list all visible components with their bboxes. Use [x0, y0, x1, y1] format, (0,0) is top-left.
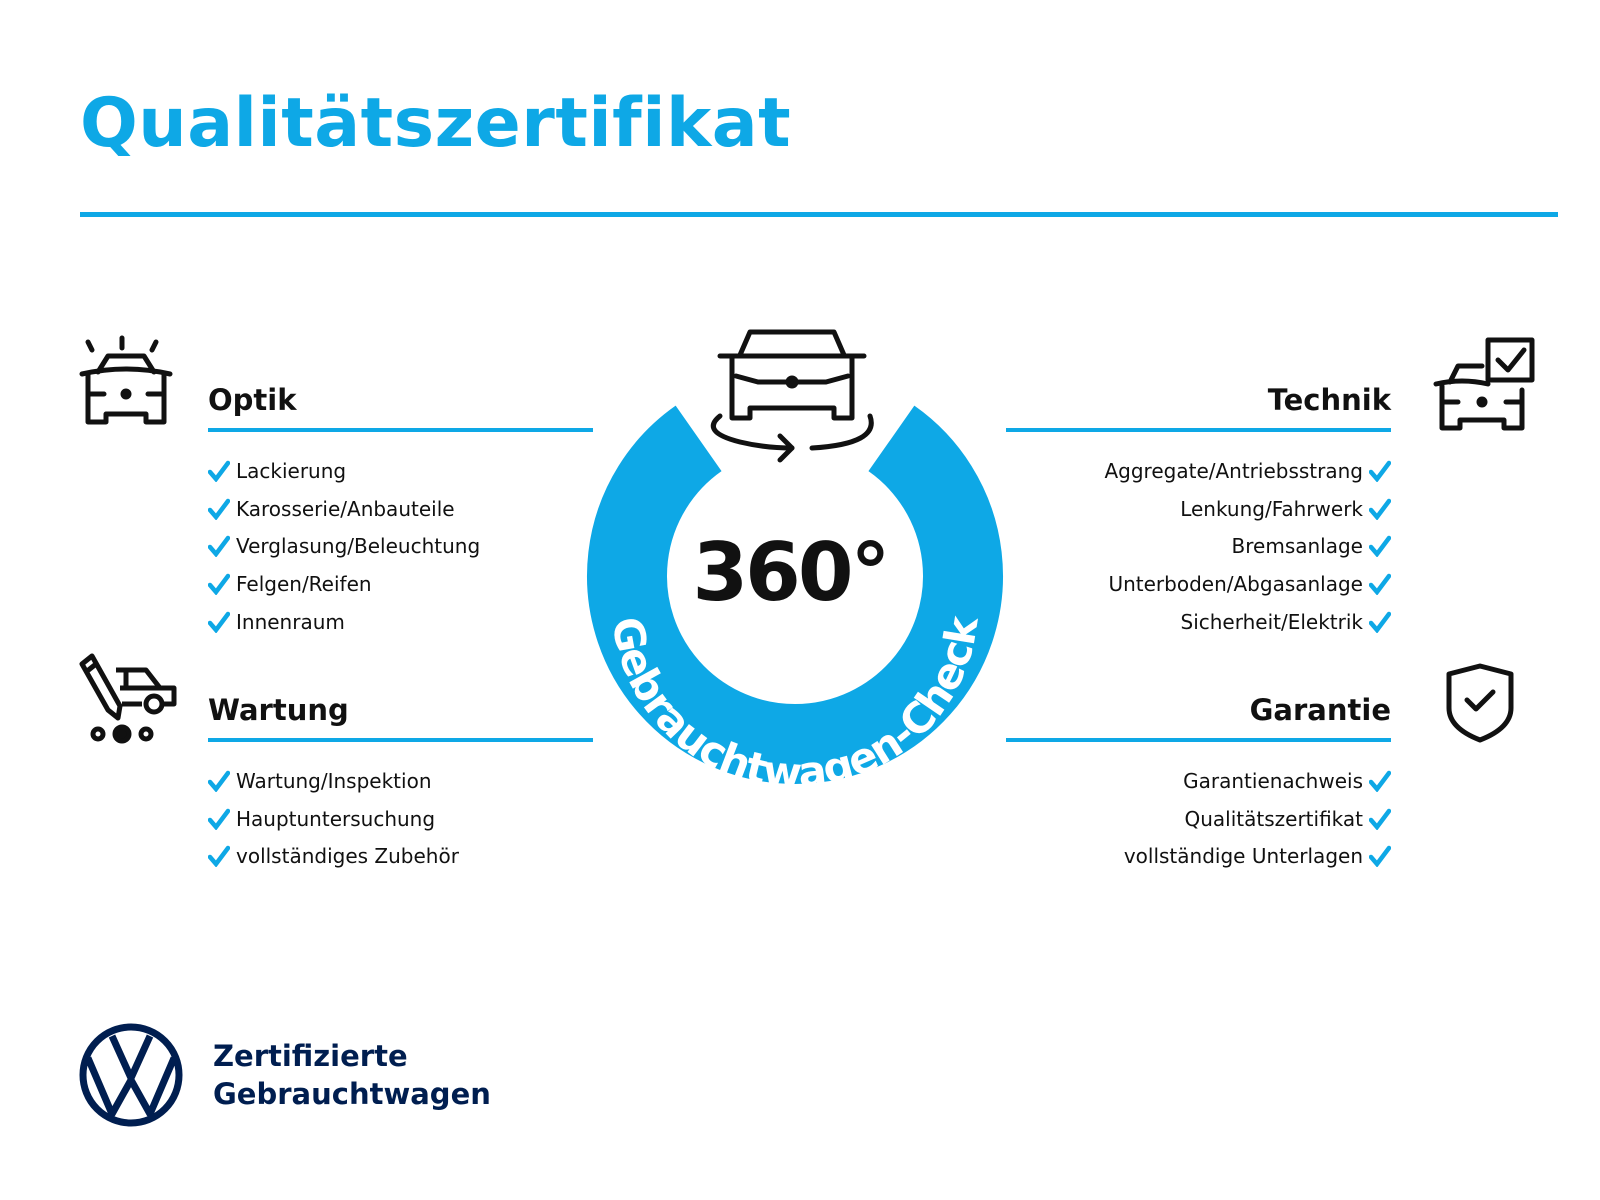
- badge-ring: [587, 405, 1003, 784]
- list-item: Hauptuntersuchung: [208, 800, 593, 838]
- checkmark-icon: [1369, 770, 1391, 792]
- van-service-icon: [79, 653, 177, 744]
- badge-degrees: 360°: [693, 526, 888, 619]
- list-item: Wartung/Inspektion: [208, 762, 593, 800]
- car-lights-icon: [79, 335, 173, 425]
- checkmark-icon: [1369, 611, 1391, 633]
- vw-logo: [79, 1023, 183, 1127]
- checkmark-icon: [1369, 535, 1391, 558]
- list-item: vollständige Unterlagen: [1006, 837, 1391, 875]
- checkmark-icon: [1369, 460, 1391, 482]
- checkmark-icon: [208, 611, 230, 633]
- list-item: Aggregate/Antriebsstrang: [1006, 452, 1391, 490]
- page-title: Qualitätszertifikat: [80, 84, 792, 163]
- 360-check-badge: Gebrauchtwagen-Check 360°: [587, 329, 1003, 790]
- list-item: Felgen/Reifen: [208, 565, 593, 603]
- section-technik: Technik Aggregate/Antriebsstrang Lenkung…: [1006, 380, 1391, 640]
- footer-line-1: Zertifizierte: [213, 1039, 408, 1073]
- section-wartung: Wartung Wartung/Inspektion Hauptuntersuc…: [208, 690, 593, 875]
- checkmark-icon: [208, 535, 230, 558]
- section-divider: [208, 428, 593, 432]
- section-divider: [1006, 738, 1391, 742]
- section-heading: Technik: [1267, 383, 1391, 417]
- list-item: vollständiges Zubehör: [208, 837, 593, 875]
- footer-line-2: Gebrauchtwagen: [213, 1077, 491, 1111]
- section-heading: Wartung: [208, 693, 349, 727]
- section-garantie: Garantie Garantienachweis Qualitätszerti…: [1006, 690, 1391, 875]
- section-heading: Optik: [208, 383, 297, 417]
- list-item: Lackierung: [208, 452, 593, 490]
- list-item: Garantienachweis: [1006, 762, 1391, 800]
- list-item: Karosserie/Anbauteile: [208, 490, 593, 528]
- title-divider: [80, 212, 1558, 217]
- shield-check-icon: [1446, 663, 1514, 743]
- section-heading: Garantie: [1249, 693, 1391, 727]
- checkmark-icon: [208, 770, 230, 792]
- footer-brand-text: Zertifizierte Gebrauchtwagen: [213, 1037, 491, 1113]
- section-optik: Optik Lackierung Karosserie/Anbauteile V…: [208, 380, 593, 640]
- section-divider: [208, 738, 593, 742]
- list-item: Lenkung/Fahrwerk: [1006, 490, 1391, 528]
- list-item: Bremsanlage: [1006, 527, 1391, 565]
- section-divider: [1006, 428, 1391, 432]
- checkmark-icon: [1369, 573, 1391, 595]
- checkmark-icon: [208, 573, 230, 595]
- checkmark-icon: [208, 460, 230, 482]
- checkmark-icon: [208, 498, 230, 520]
- checkmark-icon: [1369, 808, 1391, 830]
- list-item: Verglasung/Beleuchtung: [208, 527, 593, 565]
- checkmark-icon: [208, 845, 230, 868]
- car-rotate-icon: [710, 329, 874, 463]
- list-item: Innenraum: [208, 603, 593, 641]
- car-checkbox-icon: [1433, 337, 1535, 431]
- checkmark-icon: [1369, 845, 1391, 868]
- list-item: Unterboden/Abgasanlage: [1006, 565, 1391, 603]
- list-item: Sicherheit/Elektrik: [1006, 603, 1391, 641]
- checkmark-icon: [208, 808, 230, 830]
- checkmark-icon: [1369, 498, 1391, 520]
- list-item: Qualitätszertifikat: [1006, 800, 1391, 838]
